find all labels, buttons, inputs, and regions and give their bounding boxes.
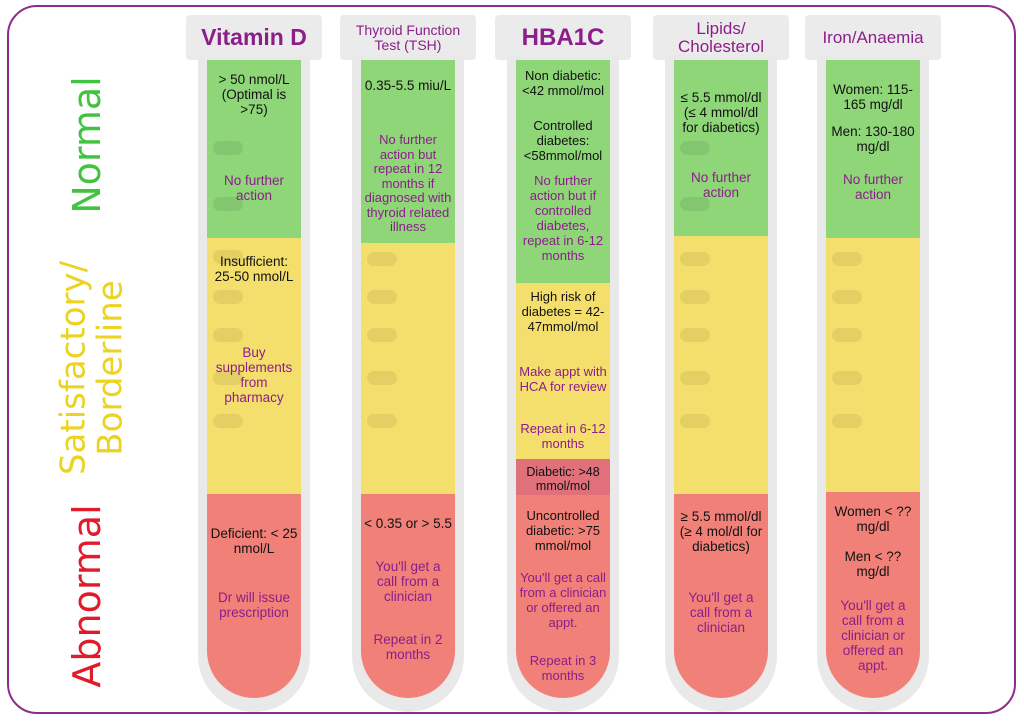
normal-action: No further action but if controlled diab… (522, 173, 604, 263)
abnormal-value-women: Women < ?? mg/dl (834, 504, 912, 534)
segment-borderline (207, 238, 301, 494)
tube-header-thyroid: Thyroid Function Test (TSH) (340, 15, 476, 60)
normal-value: ≤ 5.5 mmol/dl (≤ 4 mmol/dl for diabetics… (680, 90, 762, 135)
normal-action: No further action (223, 173, 285, 203)
segment-abnormal (361, 494, 455, 698)
borderline-action-repeat: Repeat in 6-12 months (520, 421, 606, 451)
tube-iron: Women: 115-165 mg/dl Men: 130-180 mg/dl … (817, 55, 929, 712)
abnormal-action-repeat: Repeat in 2 months (373, 632, 443, 662)
segment-abnormal (826, 492, 920, 698)
abnormal-action: You'll get a call from a clinician (375, 559, 441, 604)
segment-normal (361, 60, 455, 243)
segment-normal (516, 60, 610, 283)
segment-abnormal (674, 494, 768, 698)
abnormal-action: You'll get a call from a clinician (688, 590, 754, 635)
normal-action: No further action (690, 170, 752, 200)
tube-hba1c: Non diabetic: <42 mmol/mol Controlled di… (507, 55, 619, 712)
normal-value-non-diabetic: Non diabetic: <42 mmol/mol (522, 68, 604, 98)
segment-normal (207, 60, 301, 238)
segment-normal (826, 60, 920, 238)
segment-abnormal (207, 494, 301, 698)
abnormal-value: Uncontrolled diabetic: >75 mmol/mol (525, 508, 601, 553)
segment-borderline (674, 236, 768, 494)
normal-value-men: Men: 130-180 mg/dl (831, 124, 915, 154)
borderline-value: High risk of diabetes = 42-47mmol/mol (521, 289, 605, 334)
borderline-action: Buy supplements from pharmacy (215, 345, 293, 405)
segment-abnormal (516, 495, 610, 698)
row-label-borderline-line-1: Satisfactory/ (53, 260, 94, 476)
abnormal-action: You'll get a call from a clinician or of… (519, 570, 607, 630)
abnormal-action: You'll get a call from a clinician or of… (840, 598, 906, 673)
page-frame (7, 5, 1016, 714)
abnormal-value: < 0.35 or > 5.5 (364, 516, 452, 531)
segment-borderline (516, 283, 610, 459)
normal-value-women: Women: 115-165 mg/dl (833, 82, 913, 112)
tube-header-hba1c: HBA1C (495, 15, 631, 60)
row-label-borderline: Satisfactory/ Borderline (53, 260, 131, 476)
tube-thyroid: 0.35-5.5 miu/L No further action but rep… (352, 55, 464, 712)
tube-header-iron: Iron/Anaemia (805, 15, 941, 60)
abnormal-action: Dr will issue prescription (217, 590, 290, 620)
row-label-borderline-line-2: Borderline (91, 280, 131, 456)
tube-header-lipids: Lipids/ Cholesterol (653, 15, 789, 60)
abnormal-value: ≥ 5.5 mmol/dl (≥ 4 mol/dl for diabetics) (679, 509, 763, 554)
abnormal-action-repeat: Repeat in 3 months (529, 653, 597, 683)
tube-vitamin-d: > 50 nmol/L (Optimal is >75) No further … (198, 55, 310, 712)
row-label-normal: Normal (65, 76, 110, 214)
segment-borderline (826, 238, 920, 492)
normal-action: No further action (842, 172, 904, 202)
tube-lipids: ≤ 5.5 mmol/dl (≤ 4 mmol/dl for diabetics… (665, 55, 777, 712)
borderline-action: Make appt with HCA for review (519, 364, 607, 394)
normal-value: 0.35-5.5 miu/L (364, 78, 452, 93)
borderline-value: Insufficient: 25-50 nmol/L (214, 254, 294, 284)
normal-value: > 50 nmol/L (Optimal is >75) (218, 72, 290, 117)
abnormal-value-men: Men < ?? mg/dl (844, 549, 902, 579)
row-label-abnormal: Abnormal (65, 504, 110, 688)
segment-borderline (361, 243, 455, 494)
diabetic-value: Diabetic: >48 mmol/mol (526, 465, 600, 493)
tube-header-vitamin-d: Vitamin D (186, 15, 322, 60)
normal-action: No further action but repeat in 12 month… (364, 132, 452, 234)
segment-normal (674, 60, 768, 236)
normal-value-controlled: Controlled diabetes: <58mmol/mol (523, 118, 603, 163)
abnormal-value: Deficient: < 25 nmol/L (210, 526, 298, 556)
segment-diabetic (516, 459, 610, 495)
